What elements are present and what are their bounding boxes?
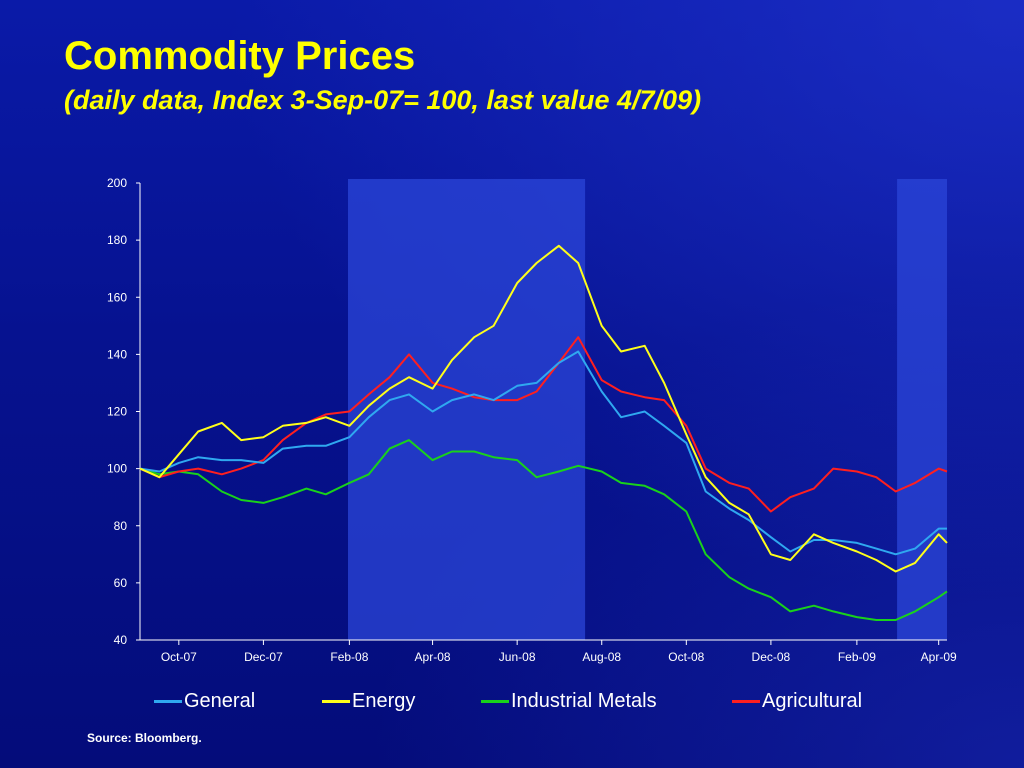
legend-label-general: General xyxy=(184,690,256,712)
x-tick-label-oct-08: Oct-08 xyxy=(668,650,704,664)
y-tick-label-180: 180 xyxy=(107,233,127,247)
legend-item-energy: Energy xyxy=(322,690,415,713)
y-tick-label-200: 200 xyxy=(107,176,127,190)
legend-item-agricultural: Agricultural xyxy=(732,690,862,713)
x-tick-label-apr-09: Apr-09 xyxy=(921,650,957,664)
series-line-energy xyxy=(139,244,948,573)
y-tick-label-160: 160 xyxy=(107,290,127,304)
shaded-period-1 xyxy=(347,179,586,640)
series-line-general xyxy=(139,350,947,556)
y-tick-label-40: 40 xyxy=(114,633,128,647)
x-tick-label-apr-08: Apr-08 xyxy=(415,650,451,664)
chart-legend: General Energy Industrial Metals Agricul… xyxy=(0,690,1024,718)
y-tick-label-100: 100 xyxy=(107,462,127,476)
slide-title: Commodity Prices xyxy=(64,34,416,78)
legend-item-general: General xyxy=(154,690,255,713)
x-tick-label-aug-08: Aug-08 xyxy=(582,650,621,664)
y-tick-label-120: 120 xyxy=(107,405,127,419)
x-tick-label-dec-08: Dec-08 xyxy=(752,650,791,664)
legend-swatch-industrial-metals xyxy=(481,700,509,703)
x-tick-label-dec-07: Dec-07 xyxy=(244,650,283,664)
legend-label-agricultural: Agricultural xyxy=(762,690,863,712)
series-line-agricultural xyxy=(139,336,948,513)
y-tick-label-60: 60 xyxy=(114,576,128,590)
source-note: Source: Bloomberg. xyxy=(87,731,202,745)
slide-subtitle: (daily data, Index 3-Sep-07= 100, last v… xyxy=(64,85,702,115)
shaded-period-2 xyxy=(897,179,947,640)
legend-swatch-energy xyxy=(322,700,350,703)
y-tick-label-80: 80 xyxy=(114,519,128,533)
x-tick-label-feb-09: Feb-09 xyxy=(838,650,876,664)
legend-swatch-agricultural xyxy=(732,700,760,703)
y-tick-label-140: 140 xyxy=(107,347,127,361)
x-tick-label-feb-08: Feb-08 xyxy=(330,650,368,664)
x-tick-label-jun-08: Jun-08 xyxy=(499,650,536,664)
legend-item-industrial-metals: Industrial Metals xyxy=(481,690,657,713)
legend-label-energy: Energy xyxy=(352,690,416,712)
x-tick-label-oct-07: Oct-07 xyxy=(161,650,197,664)
legend-label-industrial-metals: Industrial Metals xyxy=(511,690,657,712)
series-line-industrial-metals xyxy=(139,439,948,621)
legend-swatch-general xyxy=(154,700,182,703)
